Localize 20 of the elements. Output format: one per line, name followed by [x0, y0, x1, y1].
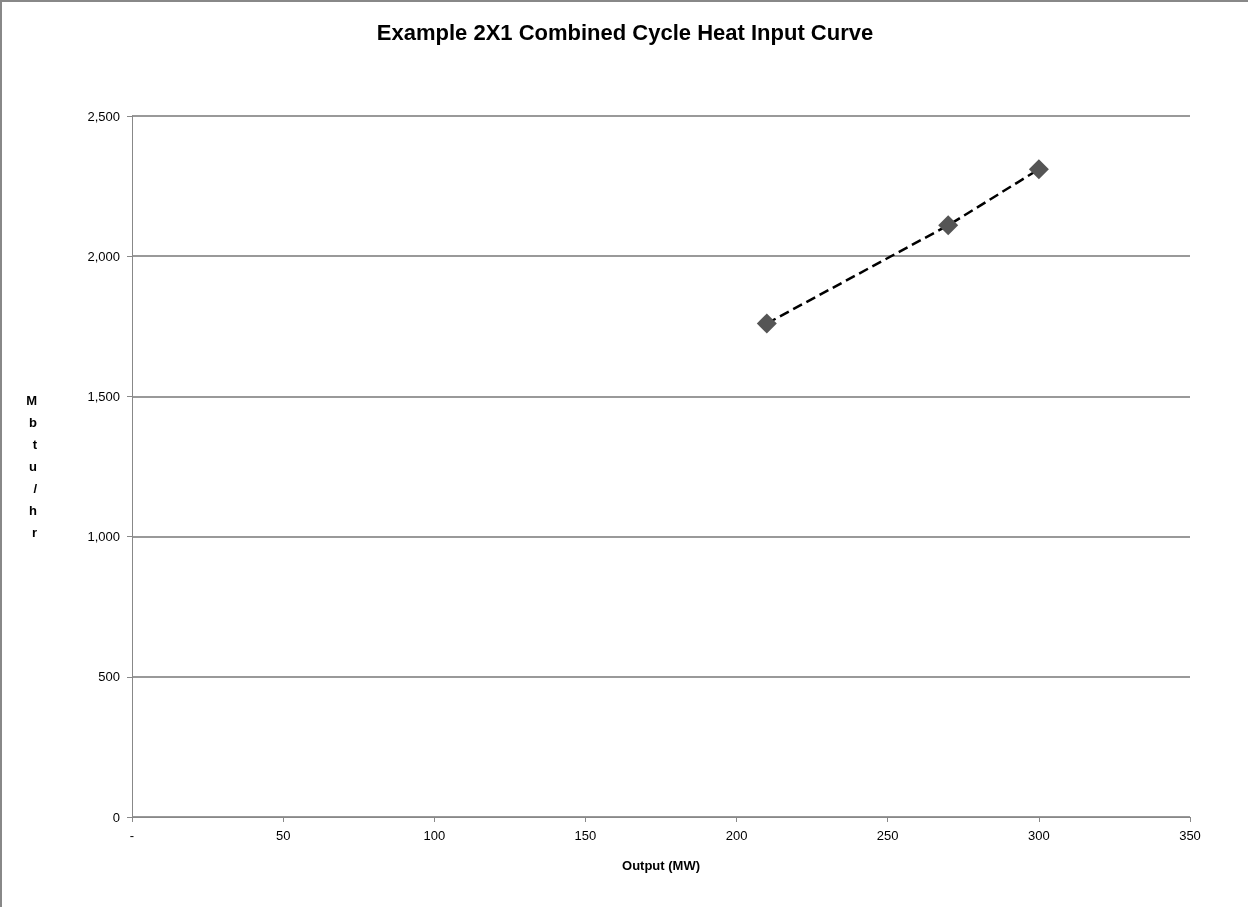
y-axis-title: Mbtu/hr — [26, 393, 38, 540]
x-tick-label: 200 — [725, 828, 748, 843]
chart-title: Example 2X1 Combined Cycle Heat Input Curve — [376, 19, 874, 45]
x-tick-label: 100 — [423, 828, 446, 843]
x-tick-label: 250 — [876, 828, 899, 843]
point — [1028, 159, 1049, 180]
point — [938, 215, 959, 236]
x-tick-label: 350 — [1179, 828, 1201, 843]
x-tick-label: - — [129, 828, 135, 843]
x-tick-label: 50 — [275, 828, 291, 843]
point — [756, 313, 777, 334]
y-tick-label: 1,000 — [87, 529, 120, 545]
y-tick-label: 2,500 — [87, 108, 120, 124]
y-tick-label: 1,500 — [87, 388, 120, 404]
x-tick-label: 300 — [1028, 828, 1050, 843]
x-tick-label: 150 — [574, 828, 597, 843]
y-tick-label: 0 — [112, 809, 120, 825]
x-axis-title: Output (MW) — [622, 858, 700, 873]
y-tick-label: 2,000 — [87, 248, 120, 264]
y-tick-label: 500 — [98, 669, 120, 685]
